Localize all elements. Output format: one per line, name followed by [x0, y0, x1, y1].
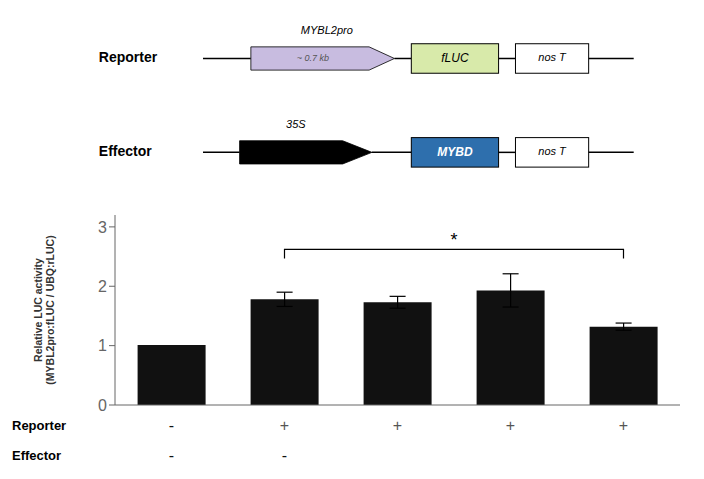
svg-text:-: -: [169, 417, 174, 434]
svg-text:Reporter: Reporter: [12, 418, 66, 433]
svg-text:0: 0: [98, 397, 107, 414]
svg-text:fLUC: fLUC: [441, 51, 469, 65]
svg-text:+: +: [393, 417, 402, 434]
svg-text:-: -: [282, 447, 287, 464]
svg-text:+: +: [619, 417, 628, 434]
svg-text:+: +: [280, 417, 289, 434]
svg-text:nos T: nos T: [538, 51, 567, 63]
svg-text:+: +: [506, 417, 515, 434]
svg-text:3: 3: [98, 219, 107, 236]
svg-text:Relative LUC activity(MYBL2pro: Relative LUC activity(MYBL2pro:fLUC / UB…: [32, 235, 57, 384]
svg-text:~ 0.7 kb: ~ 0.7 kb: [297, 53, 329, 63]
svg-text:1: 1: [98, 337, 107, 354]
svg-text:Effector: Effector: [12, 448, 61, 463]
svg-text:35S: 35S: [286, 118, 306, 130]
svg-text:Reporter: Reporter: [99, 49, 158, 65]
svg-text:MYBD: MYBD: [437, 145, 473, 159]
svg-text:2: 2: [98, 278, 107, 295]
svg-text:*: *: [450, 230, 457, 250]
svg-text:nos T: nos T: [538, 145, 567, 157]
svg-text:Effector: Effector: [99, 143, 152, 159]
svg-text:-: -: [169, 447, 174, 464]
svg-text:MYBL2pro: MYBL2pro: [301, 24, 353, 36]
